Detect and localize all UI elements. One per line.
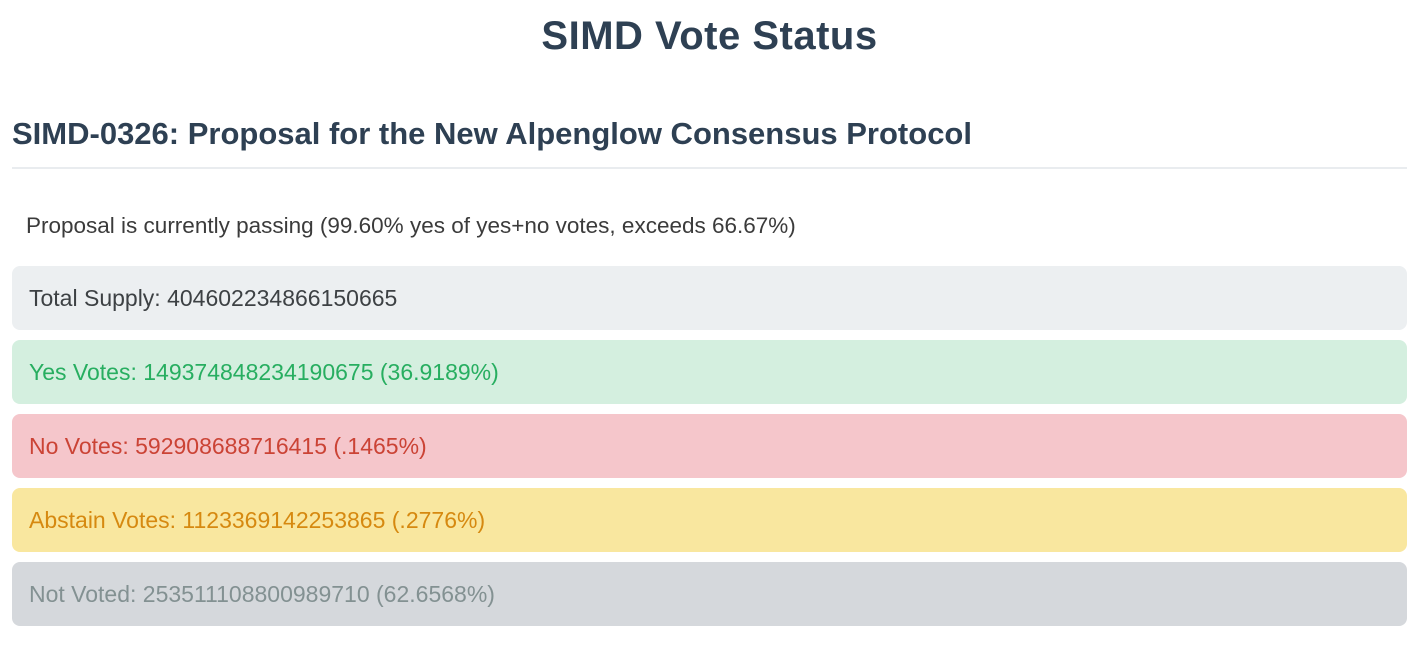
not-voted-bar: Not Voted: 253511108800989710 (62.6568%) (12, 562, 1407, 626)
total-supply-text: Total Supply: 404602234866150665 (29, 284, 398, 311)
total-supply-bar: Total Supply: 404602234866150665 (12, 266, 1407, 330)
yes-votes-text: Yes Votes: 149374848234190675 (36.9189%) (29, 358, 499, 385)
no-votes-bar: No Votes: 592908688716415 (.1465%) (12, 414, 1407, 478)
not-voted-text: Not Voted: 253511108800989710 (62.6568%) (29, 580, 495, 607)
no-votes-text: No Votes: 592908688716415 (.1465%) (29, 432, 427, 459)
proposal-heading: SIMD-0326: Proposal for the New Alpenglo… (12, 116, 1407, 169)
page-title: SIMD Vote Status (541, 14, 878, 58)
vote-summary: Total Supply: 404602234866150665 Yes Vot… (12, 266, 1407, 626)
proposal-status-text: Proposal is currently passing (99.60% ye… (26, 213, 796, 238)
abstain-votes-text: Abstain Votes: 1123369142253865 (.2776%) (29, 506, 486, 533)
abstain-votes-bar: Abstain Votes: 1123369142253865 (.2776%) (12, 488, 1407, 552)
yes-votes-bar: Yes Votes: 149374848234190675 (36.9189%) (12, 340, 1407, 404)
